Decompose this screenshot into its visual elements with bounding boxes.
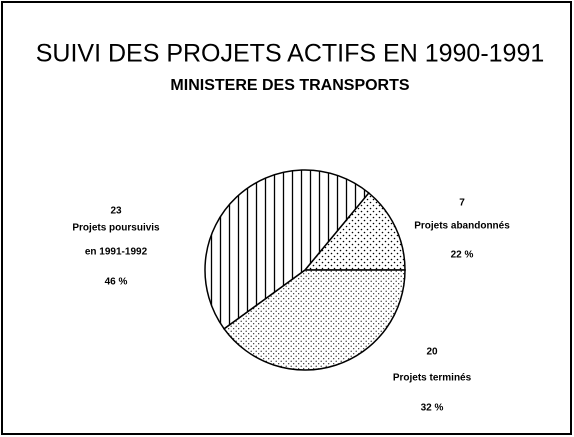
pie-slice <box>223 269 406 371</box>
slice-label: Projets abandonnés <box>414 221 510 232</box>
pie-slice <box>204 169 370 330</box>
chart-title: SUIVI DES PROJETS ACTIFS EN 1990-1991 <box>36 40 545 68</box>
percent-label: 32 % <box>421 403 444 414</box>
percent-label: 22 % <box>451 250 474 261</box>
slice-label: en 1991-1992 <box>85 247 148 258</box>
slice-label: Projets poursuivis <box>72 223 160 234</box>
pie-slice <box>303 191 406 271</box>
value-label: 7 <box>459 198 465 209</box>
slice-label: Projets terminés <box>393 373 472 384</box>
value-label: 23 <box>110 206 122 217</box>
chart-subtitle: MINISTERE DES TRANSPORTS <box>170 77 409 94</box>
value-label: 20 <box>426 347 438 358</box>
percent-label: 46 % <box>105 277 128 288</box>
